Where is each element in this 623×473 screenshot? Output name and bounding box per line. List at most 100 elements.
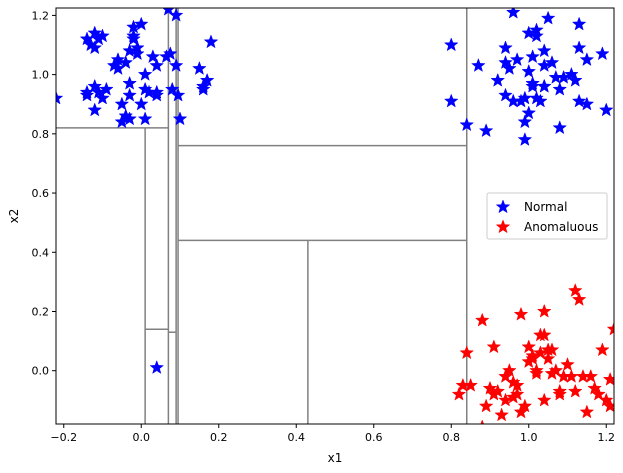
data-point-anomaluous <box>591 386 606 401</box>
data-point-anomaluous <box>513 306 529 321</box>
data-point-normal <box>149 58 165 72</box>
data-point-normal <box>571 93 587 108</box>
data-point-normal <box>87 40 103 55</box>
y-tick-label: 0.2 <box>32 305 50 318</box>
y-tick-label: 1.0 <box>32 69 50 82</box>
y-tick-label: 0.8 <box>32 128 50 141</box>
data-point-normal <box>533 93 548 108</box>
data-point-anomaluous <box>509 386 525 401</box>
data-point-normal <box>505 8 521 19</box>
data-point-normal <box>525 75 540 90</box>
data-point-anomaluous <box>529 362 544 377</box>
data-point-normal <box>517 132 533 146</box>
legend: Normal Anomaluous <box>486 192 608 240</box>
data-point-normal <box>536 78 552 93</box>
data-point-normal <box>122 75 137 90</box>
data-point-normal <box>509 52 525 67</box>
data-point-normal <box>130 46 145 61</box>
data-point-normal <box>56 90 64 105</box>
data-point-anomaluous <box>480 419 485 424</box>
data-point-normal <box>564 66 579 81</box>
data-point-anomaluous <box>536 303 552 318</box>
data-point-normal <box>595 46 610 61</box>
x-tick-label: 1.2 <box>598 431 616 444</box>
data-point-normal <box>521 105 537 120</box>
y-axis-label: x2 <box>7 209 21 224</box>
x-axis-ticks: −0.2 0.0 0.2 0.4 0.6 0.8 1.0 1.2 <box>50 424 615 444</box>
data-point-normal <box>525 49 540 64</box>
data-point-normal <box>99 81 114 96</box>
data-point-normal <box>87 25 103 40</box>
y-tick-label: 1.2 <box>32 9 50 22</box>
data-point-normal <box>168 8 184 22</box>
data-point-normal <box>540 10 556 25</box>
data-point-anomaluous <box>552 383 568 398</box>
data-point-anomaluous <box>567 383 583 398</box>
data-point-anomaluous <box>602 371 614 386</box>
data-point-normal <box>544 55 560 70</box>
legend-label-anomaluous: Anomaluous <box>524 220 598 234</box>
data-point-normal <box>579 52 595 67</box>
data-point-normal <box>118 55 134 70</box>
data-point-normal <box>126 28 141 43</box>
data-point-normal <box>498 55 513 70</box>
data-point-normal <box>490 72 506 87</box>
data-point-normal <box>203 34 219 49</box>
data-point-normal <box>168 58 184 72</box>
data-point-normal <box>498 40 513 55</box>
data-point-normal <box>130 40 145 55</box>
data-point-normal <box>443 37 459 52</box>
data-point-anomaluous <box>459 345 475 360</box>
x-tick-label: 0.8 <box>443 431 461 444</box>
y-tick-label: 0.4 <box>32 246 50 259</box>
data-point-anomaluous <box>579 404 595 419</box>
data-point-normal <box>521 63 537 78</box>
data-point-normal <box>170 87 186 102</box>
legend-marker-anomaluous <box>495 219 511 234</box>
legend-entries: Normal Anomaluous <box>495 199 598 234</box>
data-point-anomaluous <box>478 398 494 413</box>
data-point-anomaluous <box>517 398 533 413</box>
legend-marker-normal <box>495 199 511 214</box>
data-point-normal <box>172 111 188 126</box>
data-point-normal <box>192 60 207 75</box>
data-point-normal <box>459 117 475 132</box>
data-point-normal <box>137 111 153 126</box>
data-point-normal <box>478 123 494 138</box>
data-point-normal <box>598 102 614 117</box>
data-point-normal <box>95 28 110 43</box>
legend-label-normal: Normal <box>524 200 567 214</box>
data-point-anomaluous <box>486 339 502 354</box>
partition-lines <box>56 8 468 424</box>
data-point-anomaluous <box>490 383 506 398</box>
data-point-normal <box>529 22 544 37</box>
data-point-normal <box>579 96 595 111</box>
x-tick-label: 0.0 <box>133 431 151 444</box>
data-point-anomaluous <box>602 398 614 413</box>
data-point-anomaluous <box>598 392 614 407</box>
data-point-normal <box>87 102 103 117</box>
x-tick-label: 0.2 <box>210 431 228 444</box>
data-point-anomaluous <box>548 362 564 377</box>
legend-box <box>486 192 608 240</box>
data-point-normal <box>79 87 95 102</box>
data-point-anomaluous <box>474 312 490 327</box>
data-point-normal <box>164 81 180 96</box>
data-point-anomaluous <box>482 380 498 395</box>
data-point-anomaluous <box>451 386 467 401</box>
x-tick-label: 1.0 <box>520 431 538 444</box>
data-point-anomaluous <box>536 392 552 407</box>
x-tick-label: 0.6 <box>365 431 383 444</box>
plot-frame <box>55 7 615 425</box>
data-point-normal <box>552 120 568 135</box>
data-point-normal <box>567 72 583 87</box>
data-point-anomaluous <box>567 283 583 297</box>
data-point-anomaluous <box>463 377 478 392</box>
data-point-normal <box>122 111 137 126</box>
data-point-normal <box>502 60 517 75</box>
data-point-normal <box>536 43 552 58</box>
data-point-normal <box>199 72 215 87</box>
data-point-normal <box>145 49 161 64</box>
data-point-normal <box>552 81 568 96</box>
